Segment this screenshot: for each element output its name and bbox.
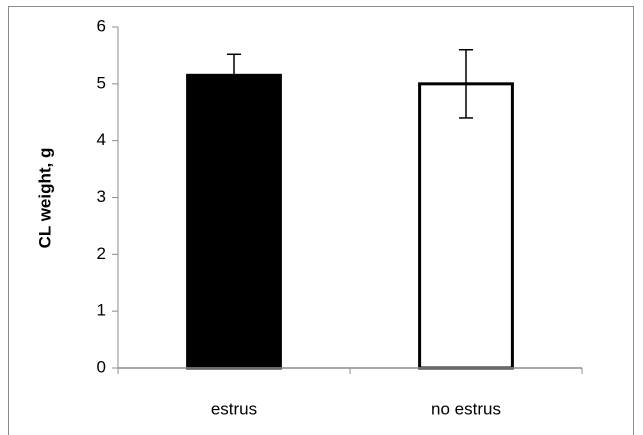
y-tick-label: 3: [97, 187, 106, 206]
x-tick-label: no estrus: [431, 399, 501, 418]
error-bar: [227, 53, 241, 98]
y-tick-label: 6: [97, 16, 106, 35]
y-tick-label: 4: [97, 130, 106, 149]
y-tick-label: 5: [97, 73, 106, 92]
y-tick-label: 0: [97, 357, 106, 376]
y-tick-label: 1: [97, 301, 106, 320]
y-tick-label: 2: [97, 244, 106, 263]
x-tick-label: estrus: [211, 399, 257, 418]
chart-frame: [8, 6, 634, 435]
bar: [418, 82, 514, 370]
error-bar: [459, 48, 473, 119]
bar: [186, 73, 282, 370]
y-axis-label: CL weight, g: [35, 148, 54, 249]
